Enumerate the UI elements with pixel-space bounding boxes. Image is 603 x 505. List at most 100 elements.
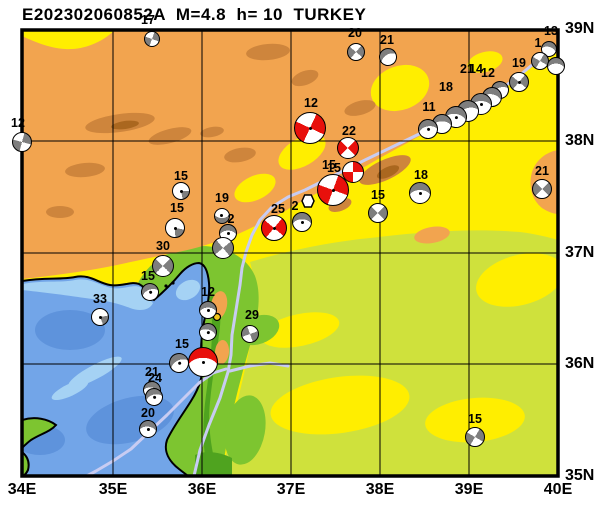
beachball-center-dot xyxy=(146,427,150,431)
beachball-center-dot xyxy=(220,214,224,218)
event-day-label: 29 xyxy=(245,307,259,322)
focal-mechanism-beachball xyxy=(241,325,259,343)
focal-mechanism-beachball xyxy=(165,218,185,238)
event-day-label: 25 xyxy=(271,201,285,216)
terrain-patch xyxy=(22,30,115,50)
y-axis-label: 39N xyxy=(565,20,595,37)
y-axis-label: 36N xyxy=(565,355,595,372)
event-day-label: 22 xyxy=(342,123,356,138)
focal-mechanism-beachball xyxy=(188,347,218,377)
terrain-patch xyxy=(224,395,266,465)
event-day-label: 15 xyxy=(174,168,188,183)
graticule xyxy=(22,30,558,476)
focal-mechanism-beachball xyxy=(547,57,565,75)
beachball-center-dot xyxy=(206,308,210,312)
terrain-patch xyxy=(22,279,153,311)
event-day-label: 12 xyxy=(304,95,318,110)
epicenter-hexagon-marker xyxy=(301,194,315,208)
beachball-center-dot xyxy=(300,220,304,224)
focal-mechanism-beachball xyxy=(91,308,109,326)
focal-mechanism-beachball xyxy=(261,215,287,241)
terrain-patch xyxy=(234,173,276,203)
terrain-patch xyxy=(111,120,139,130)
focal-mechanism-beachball xyxy=(152,255,174,277)
focal-mechanism-beachball xyxy=(144,31,160,47)
event-day-label: 33 xyxy=(93,291,107,306)
event-day-label: 20 xyxy=(141,405,155,420)
terrain-patch xyxy=(344,100,376,116)
event-day-label: 12 xyxy=(201,284,215,299)
cyprus-arc-fault xyxy=(83,367,228,476)
focal-mechanism-beachball xyxy=(337,137,359,159)
focal-mechanism-beachball xyxy=(292,212,312,232)
event-day-label: 18 xyxy=(439,79,453,94)
terrain-patch xyxy=(35,310,105,350)
x-axis-label: 39E xyxy=(454,481,484,498)
plot-title: E202302060852A M=4.8 h= 10 TURKEY xyxy=(22,5,367,24)
beachball-center-dot xyxy=(179,189,183,193)
terrain-patch xyxy=(291,69,319,87)
event-day-label: 15 xyxy=(170,200,184,215)
terrain-patch xyxy=(224,147,256,163)
x-axis-label: 37E xyxy=(276,481,306,498)
event-day-label: 12 xyxy=(481,65,495,80)
focal-mechanism-beachball xyxy=(212,237,234,259)
x-axis-label: 36E xyxy=(187,481,217,498)
terrain-patch xyxy=(370,64,430,112)
beachball-center-dot xyxy=(426,127,430,131)
event-day-label: 2 xyxy=(291,198,299,213)
event-day-label: 20 xyxy=(348,25,362,40)
focal-mechanism-beachball xyxy=(12,132,32,152)
event-day-label: 13 xyxy=(544,23,558,38)
x-axis-label: 38E xyxy=(365,481,395,498)
focal-mechanism-beachball xyxy=(368,203,388,223)
terrain-patch xyxy=(200,126,224,138)
y-axis-label: 35N xyxy=(565,467,595,484)
beachball-center-dot xyxy=(308,126,312,130)
beachball-center-dot xyxy=(201,360,205,364)
terrain-patch xyxy=(22,417,58,450)
event-day-label: 21 xyxy=(460,61,474,76)
terrain-patch xyxy=(414,226,450,244)
focal-mechanism-beachball xyxy=(317,174,349,206)
event-day-label: 15 xyxy=(175,336,189,351)
event-day-label: 11 xyxy=(422,99,436,114)
beachball-center-dot xyxy=(173,226,177,230)
event-day-label: 2 xyxy=(227,211,235,226)
terrain-patch xyxy=(65,162,105,178)
event-day-label: 15 xyxy=(468,411,482,426)
terrain-patch xyxy=(214,340,230,364)
beachball-center-dot xyxy=(517,80,521,84)
event-day-label: 15 xyxy=(371,187,385,202)
terrain-patch xyxy=(514,89,546,111)
terrain-patch xyxy=(467,51,503,73)
terrain-patch xyxy=(476,253,558,307)
event-day-label: 30 xyxy=(156,238,170,253)
x-axis-label: 34E xyxy=(7,481,37,498)
map-border xyxy=(20,28,560,478)
focal-mechanism-beachball xyxy=(532,179,552,199)
event-day-label: 21 xyxy=(380,32,394,47)
event-day-label: 19 xyxy=(215,190,229,205)
beachball-center-dot xyxy=(148,290,152,294)
x-axis-label: 40E xyxy=(543,481,573,498)
focal-mechanism-beachball xyxy=(199,301,217,319)
event-day-label: 14 xyxy=(469,61,483,76)
terrain-patch xyxy=(148,127,192,145)
terrain-patch xyxy=(260,312,340,348)
terrain-patch xyxy=(51,379,89,401)
y-axis-label: 38N xyxy=(565,132,595,149)
beachball-center-dot xyxy=(98,315,102,319)
focal-mechanism-beachball xyxy=(294,112,326,144)
terrain-patch xyxy=(246,43,290,61)
beachball-center-dot xyxy=(479,102,483,106)
city-dot-marker xyxy=(164,284,168,288)
terrain-patch xyxy=(270,375,410,435)
beachball-center-dot xyxy=(177,361,181,365)
focal-mechanism-beachball xyxy=(342,161,364,183)
event-day-label: 18 xyxy=(414,167,428,182)
beachball-center-dot xyxy=(331,188,335,192)
focal-mechanism-beachball xyxy=(347,43,365,61)
